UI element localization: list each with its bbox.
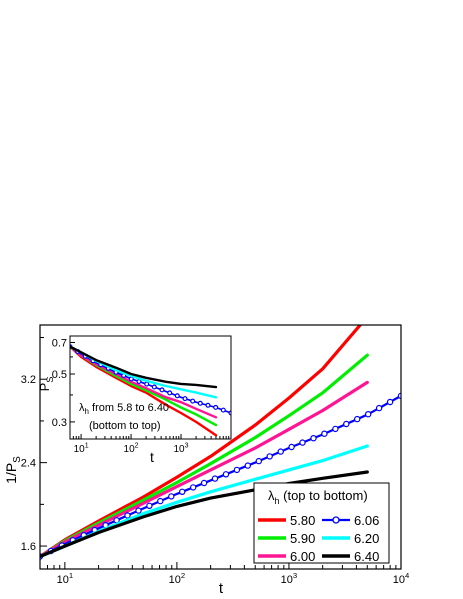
main-series-marker-6.06 [135, 507, 142, 514]
main-y-tick-label: 1.6 [21, 541, 36, 553]
inset-x-tick-label: 101 [74, 443, 89, 456]
inset-chart: 101 102 103 0.3 0.5 0.7 PS t λh from 5.8 to 6… [37, 335, 232, 465]
legend-label-6.06: 6.06 [354, 513, 379, 528]
inset-series-marker-6.06 [182, 396, 188, 402]
inset-annotation-line1: λh from 5.8 to 6.40 [79, 402, 169, 416]
main-series-marker-6.06 [288, 443, 295, 451]
main-y-axis-label-sub: S [12, 456, 23, 463]
inset-plot-frame [69, 335, 232, 440]
main-series-marker-6.06 [321, 430, 328, 437]
main-x-axis-label: t [219, 580, 224, 597]
main-series-marker-6.06 [375, 404, 383, 412]
legend-label-6.40: 6.40 [354, 549, 379, 564]
main-series-marker-6.06 [124, 512, 131, 519]
legend-title: λh (top to bottom) [268, 488, 368, 506]
inset-series-group [70, 344, 231, 437]
main-series-marker-6.06 [222, 471, 230, 478]
inset-series-marker-6.06 [197, 400, 203, 406]
inset-y-axis-label: PS [37, 377, 55, 392]
main-series-marker-6.06 [332, 425, 339, 433]
main-series-marker-6.06 [266, 453, 273, 460]
inset-annotation-line2: (bottom to top) [89, 420, 161, 432]
legend-items: 5.80 5.90 6.00 6.06 6.20 6.40 [258, 513, 379, 564]
inset-series-marker-6.06 [174, 393, 180, 399]
main-series-marker-6.06 [211, 475, 219, 482]
inset-series-marker-6.06 [213, 404, 219, 410]
main-x-tick-label: 103 [281, 571, 298, 586]
main-series-group [40, 325, 401, 560]
inset-series-line-6.40 [70, 345, 218, 389]
inset-y-tick-label: 0.3 [52, 417, 67, 429]
main-series-marker-6.06 [310, 435, 317, 442]
inset-x-tick-label: 102 [124, 443, 139, 456]
main-series-line-6.40 [40, 470, 369, 559]
inset-y-tick-label: 0.5 [52, 369, 67, 381]
legend: λh (top to bottom) 5.80 5.90 6.00 6.06 6.20 6… [253, 482, 390, 564]
inset-y-tick-label: 0.7 [52, 337, 67, 349]
main-series-marker-6.06 [200, 479, 208, 487]
legend-label-6.20: 6.20 [354, 531, 379, 546]
main-series-marker-6.06 [365, 411, 372, 418]
main-y-axis-label-main: 1/P [3, 463, 19, 484]
main-series-marker-6.06 [233, 466, 241, 474]
inset-background [70, 336, 231, 439]
main-series-marker-6.06 [386, 398, 394, 406]
inset-series-marker-6.06 [144, 381, 150, 387]
main-series-marker-6.06 [255, 457, 262, 465]
main-series-marker-6.06 [146, 502, 153, 509]
main-y-tick-label: 2.4 [21, 458, 36, 470]
main-series-marker-6.06 [157, 497, 164, 505]
main-series-marker-6.06 [277, 448, 284, 455]
legend-box [253, 482, 390, 564]
main-plot-frame [39, 324, 402, 570]
main-series-marker-6.06 [299, 439, 306, 446]
inset-annotation-sub: h [85, 407, 89, 416]
main-series-marker-6.06 [168, 493, 175, 500]
inset-series-marker-6.06 [190, 398, 196, 404]
main-x-tick-label: 101 [57, 571, 74, 586]
inset-annotation-lambda: λ [79, 402, 85, 414]
legend-title-rest: (top to bottom) [280, 488, 368, 503]
main-series-marker-6.06 [178, 488, 186, 495]
main-y-tick-label: 3.2 [21, 374, 36, 386]
inset-x-tick-label: 103 [174, 443, 189, 456]
legend-marker-6.06 [332, 516, 340, 524]
inset-annotation-rest: from 5.8 to 6.40 [89, 402, 169, 414]
inset-x-axis-label: t [150, 449, 154, 465]
main-y-axis-label: 1/PS [3, 456, 23, 484]
inset-series-marker-6.06 [159, 387, 165, 393]
main-x-tick-label: 104 [393, 571, 410, 586]
main-x-tick-label: 102 [169, 571, 186, 586]
legend-label-5.90: 5.90 [290, 531, 315, 546]
inset-y-axis-label-sub: S [45, 377, 55, 383]
legend-label-6.00: 6.00 [290, 549, 315, 564]
inset-series-marker-6.06 [205, 402, 211, 408]
inset-series-line-6.00 [70, 345, 218, 419]
inset-axis-ticks: 101 102 103 0.3 0.5 0.7 [52, 337, 232, 456]
main-series-marker-6.06 [343, 420, 350, 428]
main-series-marker-6.06 [244, 462, 251, 469]
main-axis-ticks: 101 102 103 104 1.6 2.4 3.2 [21, 337, 410, 586]
inset-series-marker-6.06 [151, 384, 157, 390]
main-series-marker-6.06 [189, 484, 197, 491]
inset-series-marker-6.06 [167, 390, 173, 396]
legend-title-main: λ [268, 488, 275, 503]
main-series-marker-6.06 [354, 415, 361, 423]
inset-series-marker-6.06 [220, 407, 226, 413]
inset-y-axis-label-main: P [37, 383, 52, 392]
inset-series-line-5.80 [70, 345, 218, 437]
legend-title-sub: h [275, 496, 280, 506]
legend-label-5.80: 5.80 [290, 513, 315, 528]
